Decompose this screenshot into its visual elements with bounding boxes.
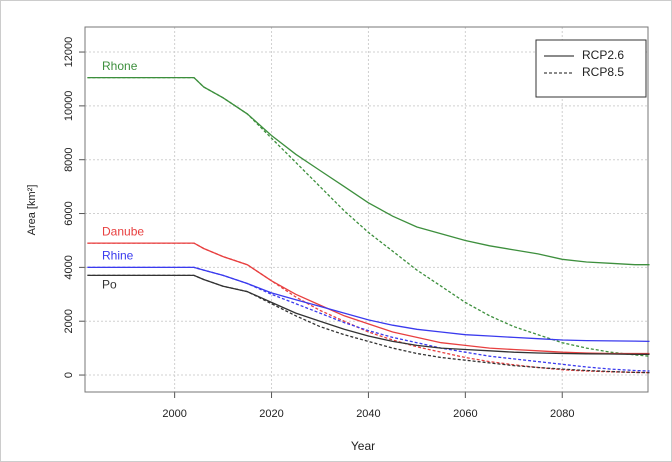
legend-label: RCP2.6	[582, 48, 624, 62]
y-tick-label: 10000	[63, 91, 75, 122]
y-tick-label: 4000	[63, 255, 75, 279]
series-line	[87, 266, 650, 343]
x-tick-label: 2060	[453, 408, 477, 420]
x-tick-label: 2080	[550, 408, 574, 420]
series-line	[87, 274, 650, 374]
x-axis-title: Year	[351, 439, 375, 453]
legend-box	[535, 39, 647, 98]
series-label: Danube	[102, 224, 144, 238]
y-tick-label: 0	[63, 372, 75, 378]
x-tick-label: 2020	[259, 408, 283, 420]
y-tick-label: 2000	[63, 309, 75, 333]
series-label: Po	[102, 278, 117, 292]
y-tick-label: 12000	[63, 37, 75, 68]
x-tick-label: 2000	[162, 408, 186, 420]
y-axis-title: Area [km²]	[26, 185, 38, 236]
x-tick-label: 2040	[356, 408, 380, 420]
plot-area	[84, 26, 649, 393]
y-tick-label: 6000	[63, 201, 75, 225]
series-line	[87, 76, 650, 357]
series-line	[87, 242, 650, 374]
y-tick-label: 8000	[63, 147, 75, 171]
series-label: Rhone	[102, 59, 138, 73]
legend-label: RCP8.5	[582, 65, 624, 79]
series-label: Rhine	[102, 249, 134, 263]
